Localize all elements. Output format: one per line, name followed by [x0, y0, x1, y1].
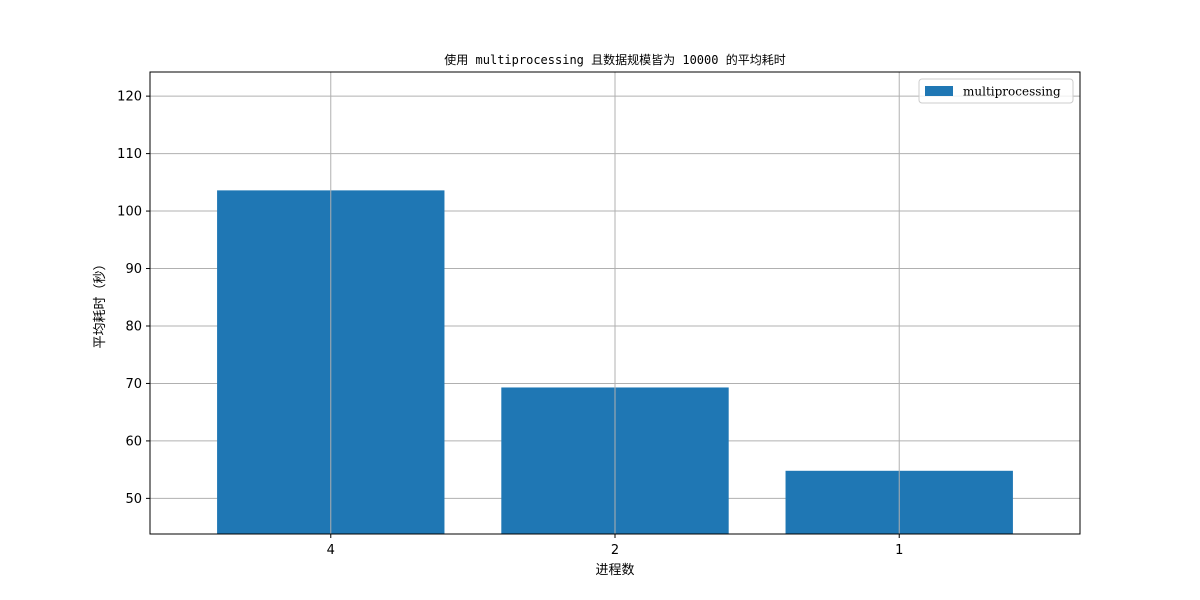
x-axis-ticks: 4 2 1 — [327, 534, 903, 558]
y-axis-label: 平均耗时（秒） — [93, 257, 108, 348]
y-tick-label: 70 — [125, 377, 142, 392]
legend-frame — [918, 78, 1074, 104]
y-tick-label: 60 — [125, 434, 142, 449]
y-tick-label: 50 — [125, 492, 142, 507]
y-tick-label: 100 — [117, 205, 142, 220]
y-tick-label: 120 — [117, 90, 142, 105]
legend-swatch-multiprocessing — [925, 86, 953, 96]
y-axis-ticks: 50 60 70 80 90 100 110 120 — [117, 90, 150, 507]
x-tick-label: 1 — [895, 543, 903, 558]
y-tick-label: 90 — [125, 262, 142, 277]
x-tick-label: 2 — [611, 543, 619, 558]
y-tick-label: 80 — [125, 319, 142, 334]
vertical-grid-lines — [330, 72, 900, 534]
legend[interactable]: multiprocessing — [918, 78, 1074, 104]
y-tick-label: 110 — [117, 147, 142, 162]
x-tick-label: 4 — [327, 543, 335, 558]
chart-title: 使用 multiprocessing 且数据规模皆为 10000 的平均耗时 — [444, 52, 785, 67]
x-axis-label: 进程数 — [595, 563, 634, 578]
legend-label-multiprocessing: multiprocessing — [963, 85, 1061, 99]
